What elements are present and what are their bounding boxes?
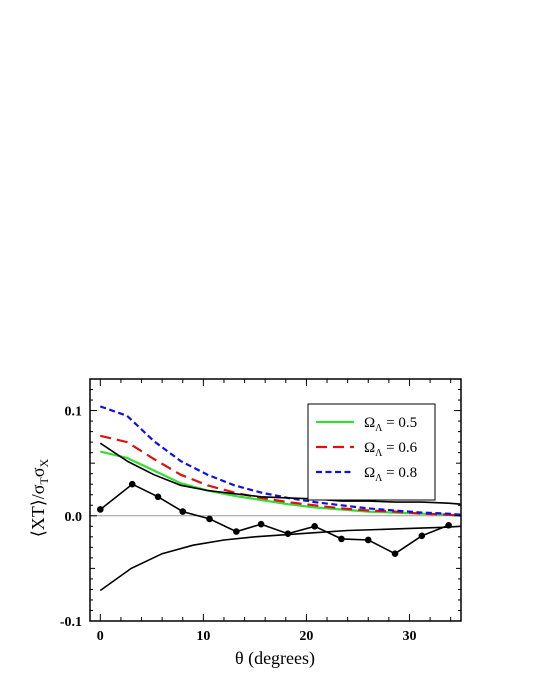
legend-label-2: ΩΛ = 0.8 — [364, 465, 417, 484]
plot-frame — [89, 378, 462, 622]
x-tick-label: 20 — [299, 629, 313, 644]
axis-tick-labels: 0 10 20 30 -0.1 0.0 0.1 — [60, 405, 417, 644]
x-tick-label: 10 — [196, 629, 210, 644]
series-line-5 — [99, 525, 462, 592]
legend-label-0: ΩΛ = 0.5 — [364, 415, 417, 434]
data-point — [128, 480, 136, 488]
data-point — [179, 508, 187, 515]
plot-area — [90, 405, 462, 592]
data-point — [257, 520, 265, 528]
legend-label-1: ΩΛ = 0.6 — [364, 440, 418, 459]
data-point — [311, 523, 318, 530]
y-tick-label: 0.0 — [65, 510, 83, 525]
data-point — [364, 536, 372, 544]
data-point — [338, 535, 345, 543]
data-point — [418, 532, 426, 540]
x-axis-label: θ (degrees) — [235, 648, 315, 669]
y-tick-label: 0.1 — [65, 405, 83, 420]
x-tick-label: 0 — [97, 629, 104, 644]
data-point — [154, 493, 162, 501]
x-tick-label: 30 — [402, 629, 416, 644]
data-point — [391, 550, 399, 557]
y-axis-label: ⟨XT⟩/σTσX — [28, 458, 51, 537]
series-line-1 — [100, 434, 462, 517]
y-tick-label: -0.1 — [60, 615, 82, 630]
data-point — [97, 506, 104, 513]
legend-box — [307, 403, 436, 501]
data-point — [206, 515, 213, 523]
series-line-3 — [99, 483, 449, 555]
series-line-4 — [99, 442, 462, 505]
legend: ΩΛ = 0.5 ΩΛ = 0.6 ΩΛ = 0.8 — [307, 403, 436, 501]
data-point — [233, 528, 240, 535]
